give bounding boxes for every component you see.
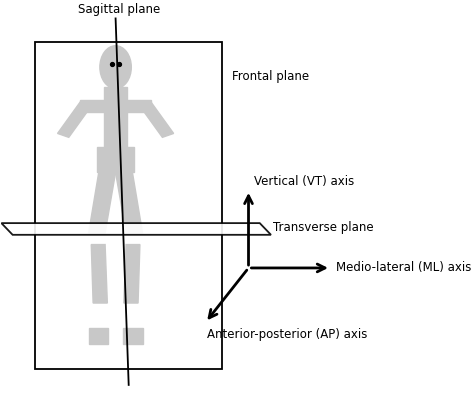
Text: Transverse plane: Transverse plane	[273, 220, 374, 234]
Polygon shape	[116, 172, 143, 233]
Bar	[89, 328, 108, 344]
Bar	[97, 147, 134, 172]
Bar	[104, 87, 127, 147]
Text: Frontal plane: Frontal plane	[232, 70, 309, 84]
Polygon shape	[1, 223, 271, 235]
Polygon shape	[57, 102, 91, 137]
Polygon shape	[124, 244, 140, 303]
Bar	[35, 42, 222, 369]
Bar	[80, 100, 151, 112]
Bar	[123, 328, 143, 344]
Polygon shape	[89, 172, 116, 233]
Text: Vertical (VT) axis: Vertical (VT) axis	[254, 175, 355, 188]
Text: Medio-lateral (ML) axis: Medio-lateral (ML) axis	[337, 261, 472, 275]
Text: Sagittal plane: Sagittal plane	[78, 4, 161, 16]
Ellipse shape	[100, 46, 131, 89]
Polygon shape	[140, 102, 173, 137]
Polygon shape	[91, 244, 107, 303]
Text: Anterior-posterior (AP) axis: Anterior-posterior (AP) axis	[207, 328, 368, 341]
